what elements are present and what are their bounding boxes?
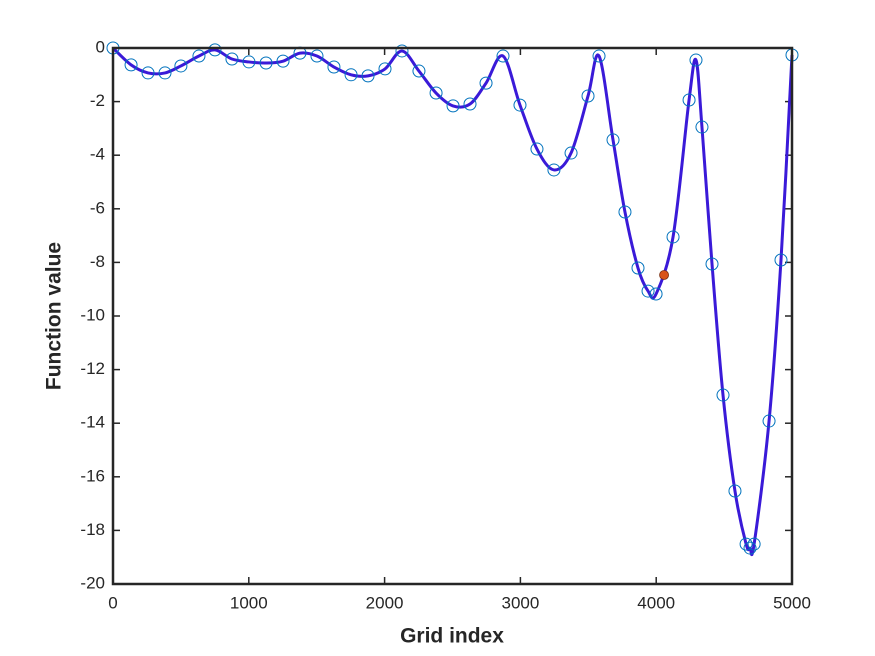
x-tick-label: 2000 — [366, 593, 404, 612]
highlight-point — [659, 270, 669, 280]
marker — [208, 43, 222, 57]
marker — [592, 49, 606, 63]
x-tick-label: 3000 — [501, 593, 539, 612]
marker — [446, 99, 460, 113]
marker — [259, 56, 273, 70]
marker — [276, 54, 290, 68]
marker — [141, 66, 155, 80]
x-axis-label: Grid index — [400, 625, 504, 648]
marker — [762, 414, 776, 428]
marker — [581, 89, 595, 103]
y-tick-label: -8 — [90, 252, 105, 271]
marker — [606, 133, 620, 147]
marker — [743, 541, 757, 555]
x-tick-label: 0 — [108, 593, 117, 612]
marker — [158, 66, 172, 80]
y-tick-label: -2 — [90, 91, 105, 110]
marker — [174, 59, 188, 73]
y-tick-label: -16 — [80, 466, 105, 485]
y-tick-label: -14 — [80, 413, 105, 432]
marker — [429, 86, 443, 100]
marker — [728, 484, 742, 498]
marker — [695, 120, 709, 134]
marker — [242, 55, 256, 69]
y-tick-label: -20 — [80, 573, 105, 592]
x-tick-label: 4000 — [637, 593, 675, 612]
marker — [689, 53, 703, 67]
marker — [496, 49, 510, 63]
marker — [564, 146, 578, 160]
marker — [378, 62, 392, 76]
marker — [649, 287, 663, 301]
marker — [682, 93, 696, 107]
marker — [641, 284, 655, 298]
marker — [344, 68, 358, 82]
x-tick-label: 1000 — [230, 593, 268, 612]
marker — [479, 76, 493, 90]
y-tick-label: -12 — [80, 359, 105, 378]
marker — [739, 537, 753, 551]
marker — [716, 388, 730, 402]
marker — [463, 97, 477, 111]
marker — [412, 64, 426, 78]
marker — [513, 98, 527, 112]
marker — [225, 52, 239, 66]
marker — [395, 44, 409, 58]
marker — [774, 253, 788, 267]
marker — [618, 205, 632, 219]
marker — [705, 257, 719, 271]
y-tick-label: -18 — [80, 520, 105, 539]
marker — [310, 49, 324, 63]
marker — [530, 142, 544, 156]
x-tick-label: 5000 — [773, 593, 811, 612]
marker — [666, 230, 680, 244]
y-tick-label: -4 — [90, 145, 105, 164]
axes-box — [111, 46, 794, 586]
marker — [547, 163, 561, 177]
y-tick-label: -6 — [90, 198, 105, 217]
y-axis-label: Function value — [43, 242, 66, 390]
marker — [327, 60, 341, 74]
marker — [747, 537, 761, 551]
y-tick-label: -10 — [80, 305, 105, 324]
marker — [124, 58, 138, 72]
marker — [192, 49, 206, 63]
plot-area — [113, 48, 792, 584]
marker — [631, 261, 645, 275]
marker — [361, 69, 375, 83]
y-tick-label: 0 — [96, 37, 105, 56]
